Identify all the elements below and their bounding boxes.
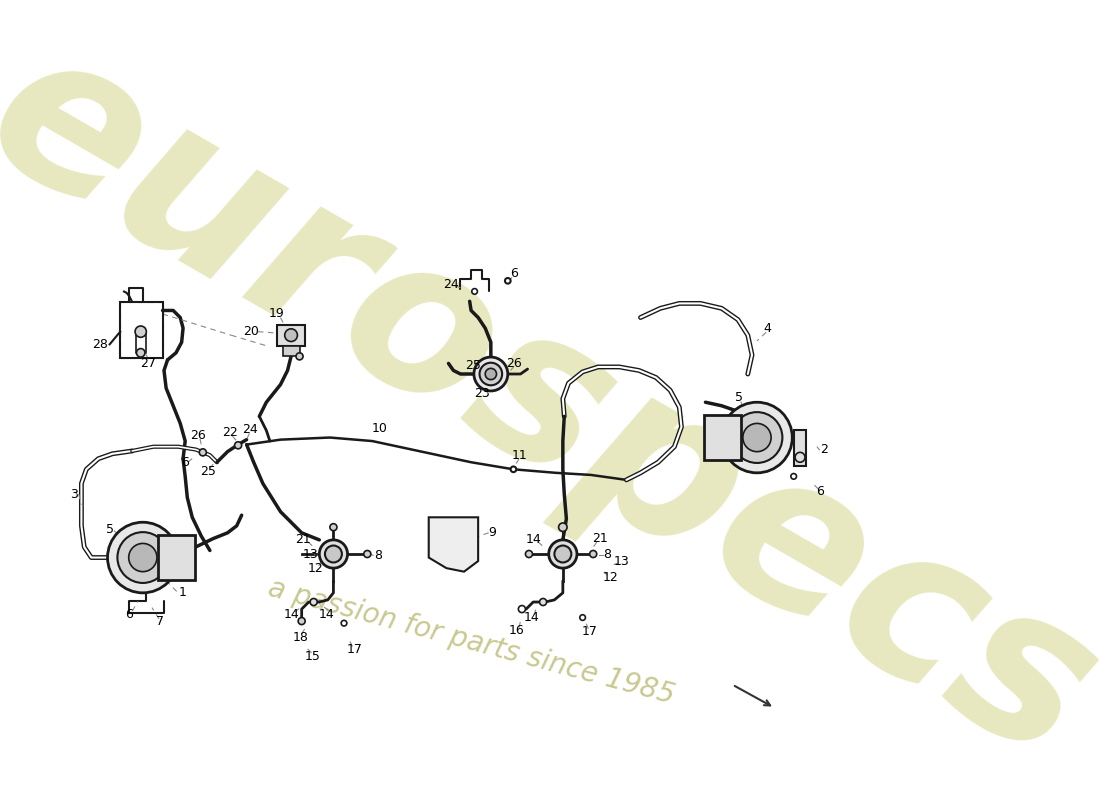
Text: 6: 6 [182, 456, 189, 469]
Circle shape [485, 368, 496, 380]
Circle shape [108, 522, 178, 593]
Text: 2: 2 [821, 443, 828, 456]
Text: a passion for parts since 1985: a passion for parts since 1985 [265, 574, 678, 710]
Polygon shape [429, 518, 478, 572]
Circle shape [518, 606, 526, 613]
Text: 10: 10 [372, 422, 387, 435]
Circle shape [722, 402, 792, 473]
Circle shape [341, 620, 346, 626]
Text: 16: 16 [509, 624, 525, 637]
Text: 18: 18 [293, 631, 308, 644]
Circle shape [472, 289, 477, 294]
Text: 19: 19 [270, 307, 285, 321]
Text: 26: 26 [506, 357, 522, 370]
Circle shape [505, 278, 510, 284]
Circle shape [129, 543, 157, 572]
Text: 7: 7 [156, 614, 165, 627]
Circle shape [590, 550, 596, 558]
Text: 27: 27 [141, 357, 156, 370]
Text: 22: 22 [222, 426, 238, 439]
Bar [704, 415, 741, 460]
Circle shape [118, 532, 168, 583]
Text: 3: 3 [70, 487, 78, 501]
Text: 11: 11 [512, 449, 527, 462]
Circle shape [364, 550, 371, 558]
Text: 21: 21 [295, 534, 311, 546]
Circle shape [559, 523, 568, 531]
Circle shape [540, 598, 547, 606]
Circle shape [580, 614, 585, 620]
Text: 13: 13 [302, 547, 318, 561]
Bar [283, 346, 299, 356]
Text: 14: 14 [283, 607, 299, 621]
Circle shape [474, 357, 508, 391]
Text: 4: 4 [763, 322, 771, 334]
Text: 5: 5 [735, 390, 744, 404]
Bar [158, 535, 195, 580]
Text: 23: 23 [474, 386, 491, 399]
Text: 6: 6 [124, 607, 133, 621]
Circle shape [554, 546, 571, 562]
Circle shape [296, 353, 304, 360]
Circle shape [298, 618, 305, 625]
Text: 14: 14 [319, 607, 334, 621]
Text: eurospecs: eurospecs [0, 6, 1100, 800]
Text: 21: 21 [592, 532, 607, 545]
Circle shape [510, 466, 516, 472]
Circle shape [549, 540, 578, 568]
Circle shape [285, 329, 297, 342]
Text: 17: 17 [582, 625, 597, 638]
Circle shape [480, 362, 502, 386]
Circle shape [742, 423, 771, 452]
Text: 9: 9 [488, 526, 496, 539]
Text: 6: 6 [510, 267, 518, 280]
Text: 5: 5 [106, 523, 113, 536]
Bar [120, 302, 163, 358]
Circle shape [136, 349, 145, 357]
Text: 24: 24 [242, 423, 258, 436]
Circle shape [732, 412, 782, 463]
Bar [277, 325, 305, 346]
Text: 15: 15 [305, 650, 320, 663]
Text: 14: 14 [524, 611, 539, 624]
Circle shape [791, 474, 796, 479]
Text: 6: 6 [816, 486, 824, 498]
Text: 8: 8 [374, 549, 382, 562]
Text: 25: 25 [200, 465, 216, 478]
Circle shape [234, 442, 242, 449]
Text: 12: 12 [603, 571, 618, 584]
Text: 8: 8 [603, 547, 612, 561]
Circle shape [310, 598, 317, 606]
Text: 28: 28 [92, 338, 109, 351]
Circle shape [526, 550, 532, 558]
Text: 14: 14 [526, 534, 541, 546]
Circle shape [319, 540, 348, 568]
Text: 17: 17 [346, 643, 363, 656]
Circle shape [324, 546, 342, 562]
Text: 24: 24 [443, 278, 459, 291]
Circle shape [135, 326, 146, 338]
Text: 20: 20 [243, 325, 258, 338]
Circle shape [199, 449, 207, 456]
Text: 13: 13 [614, 554, 629, 567]
Text: 25: 25 [465, 359, 481, 372]
Bar [794, 430, 806, 466]
Circle shape [330, 524, 337, 530]
Text: 1: 1 [179, 586, 187, 599]
Text: 12: 12 [308, 562, 323, 574]
Text: 26: 26 [190, 429, 206, 442]
